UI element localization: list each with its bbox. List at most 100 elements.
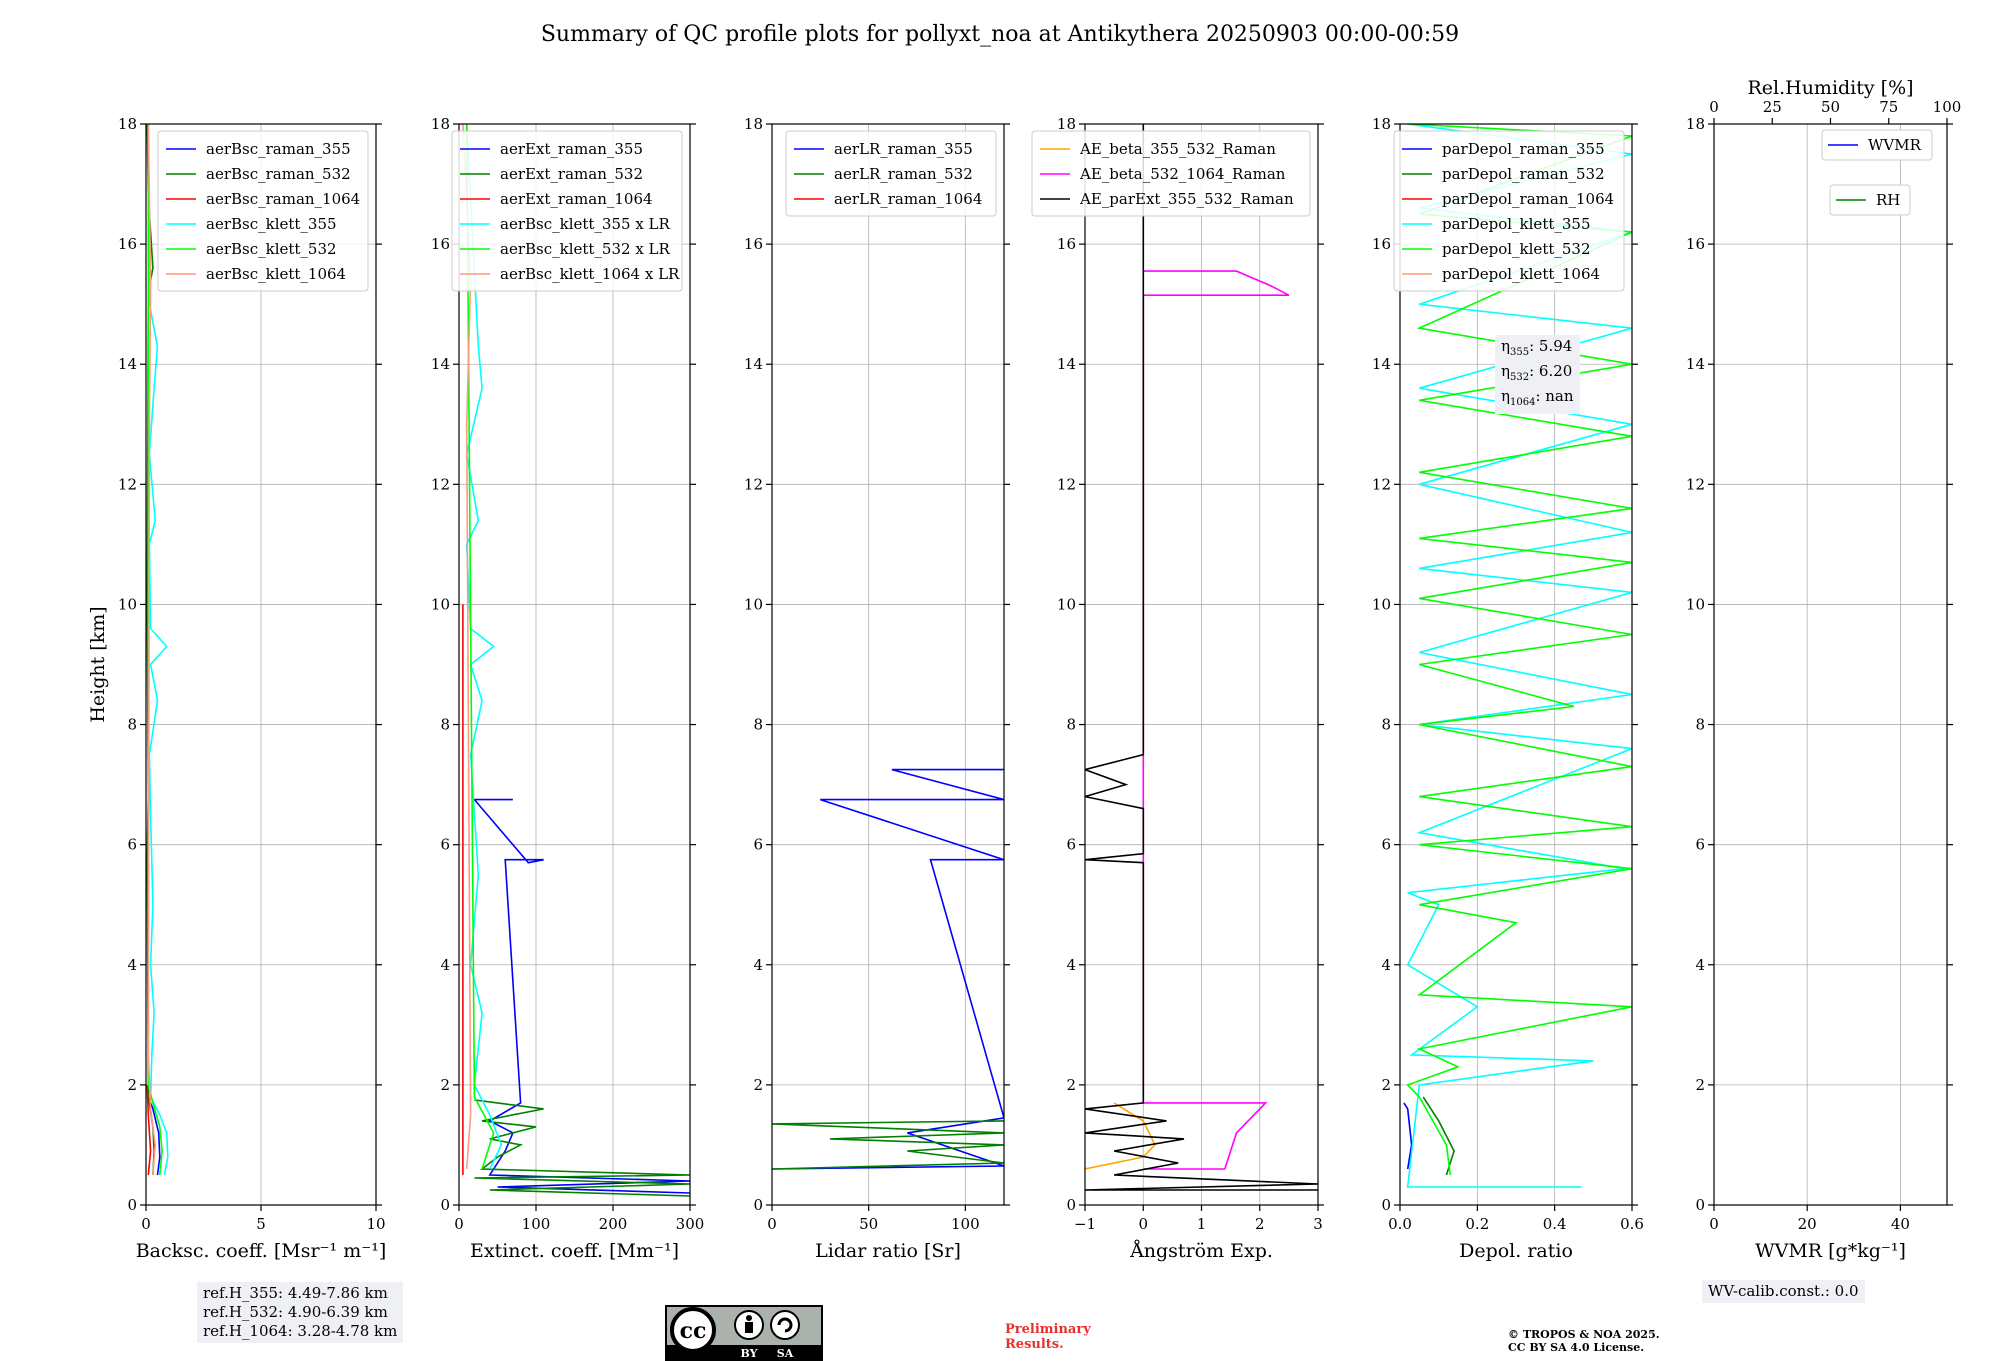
y-axis-label: Height [km] <box>87 606 109 722</box>
x-tick-label: 0.6 <box>1620 1215 1644 1233</box>
legend-label: aerLR_raman_532 <box>834 165 973 183</box>
x2-axis-label: Rel.Humidity [%] <box>1747 77 1913 99</box>
legend-label: aerBsc_klett_1064 x LR <box>500 265 680 283</box>
x-tick-label: 50 <box>859 1215 878 1233</box>
legend-label: aerBsc_raman_532 <box>206 165 351 183</box>
copyright-note: © TROPOS & NOA 2025. CC BY SA 4.0 Licens… <box>1508 1328 1660 1354</box>
legend-label: parDepol_raman_532 <box>1442 165 1605 183</box>
x-tick-label: 100 <box>522 1215 551 1233</box>
y-tick-label: 18 <box>1372 115 1391 133</box>
y-tick-label: 6 <box>440 836 450 854</box>
x-tick-label: 0.4 <box>1543 1215 1567 1233</box>
legend-label: aerExt_raman_355 <box>500 140 643 158</box>
x2-tick-label: 0 <box>1709 98 1719 116</box>
x-tick-label: 2 <box>1255 1215 1265 1233</box>
cc-by-sa-logo: cc BY SA <box>665 1305 823 1361</box>
cc-logo-by: BY <box>741 1347 758 1360</box>
y-tick-label: 16 <box>1372 235 1391 253</box>
panel-backscatter: 0 2 4 6 8 10 12 14 16 18 0 5 10 Backsc. coeff. [Msr⁻¹… <box>87 115 386 1262</box>
preliminary-note: Preliminary Results. <box>1005 1322 1091 1352</box>
x-tick-label: −1 <box>1074 1215 1096 1233</box>
legend-label: WVMR <box>1868 136 1922 154</box>
x-axis-label: Backsc. coeff. [Msr⁻¹ m⁻¹] <box>136 1240 387 1262</box>
y-tick-label: 14 <box>744 355 763 373</box>
y-tick-label: 8 <box>753 716 763 734</box>
y-tick-label: 16 <box>1686 235 1705 253</box>
wv-calib-box: WV-calib.const.: 0.0 <box>1702 1280 1865 1303</box>
axes-frame <box>1713 123 1948 1206</box>
legend-label: parDepol_raman_355 <box>1442 140 1605 158</box>
legend-box <box>157 130 369 292</box>
y-tick-label: 6 <box>1066 836 1076 854</box>
y-tick-label: 2 <box>1381 1076 1391 1094</box>
axes-frame <box>1399 123 1633 1206</box>
series-line-parDepol_raman_355 <box>1403 1102 1413 1170</box>
x-tick-label: 300 <box>676 1215 705 1233</box>
series-line-aerLR_raman_532 <box>772 1120 1004 1170</box>
legend-label: AE_beta_355_532_Raman <box>1079 140 1276 158</box>
y-tick-label: 4 <box>440 956 450 974</box>
legend-label: parDepol_klett_355 <box>1442 215 1591 233</box>
series-line-aerExt_raman_532 <box>474 1099 690 1197</box>
y-tick-label: 14 <box>1372 355 1391 373</box>
x-axis-label: Depol. ratio <box>1459 1240 1573 1262</box>
series-line-parDepol_klett_532 <box>1406 124 1632 1176</box>
y-tick-label: 18 <box>118 115 137 133</box>
y-tick-label: 4 <box>127 956 137 974</box>
legend-label: AE_parExt_355_532_Raman <box>1079 190 1294 208</box>
y-tick-label: 4 <box>1381 956 1391 974</box>
y-tick-label: 14 <box>431 355 450 373</box>
y-tick-label: 2 <box>440 1076 450 1094</box>
legend-label: aerLR_raman_1064 <box>834 190 982 208</box>
y-tick-label: 2 <box>1695 1076 1705 1094</box>
legend-label: aerExt_raman_1064 <box>500 190 653 208</box>
legend-box <box>1393 130 1625 292</box>
legend-label: aerBsc_klett_532 <box>206 240 337 258</box>
y-tick-label: 18 <box>431 115 450 133</box>
series-line-aerBsc_raman_1064 <box>146 1084 152 1176</box>
y-tick-label: 0 <box>127 1196 137 1214</box>
legend-label: parDepol_klett_532 <box>1442 240 1591 258</box>
eta-532: η532: 6.20 <box>1501 362 1573 383</box>
y-tick-label: 2 <box>127 1076 137 1094</box>
legend-label: aerBsc_klett_355 <box>206 215 337 233</box>
legend-label: aerLR_raman_355 <box>834 140 973 158</box>
eta-1064: η1064: nan <box>1501 387 1574 408</box>
y-tick-label: 2 <box>753 1076 763 1094</box>
y-tick-label: 12 <box>1057 475 1076 493</box>
cc-logo-letters: cc <box>680 1318 707 1344</box>
y-tick-label: 16 <box>118 235 137 253</box>
x2-tick-label: 75 <box>1879 98 1898 116</box>
panel-depol: 0 2 4 6 8 10 12 14 16 18 0.0 0.2 0.4 0.6 Depol. ratio p… <box>1372 115 1644 1262</box>
y-tick-label: 14 <box>1686 355 1705 373</box>
series-line-aerBsc_klett_355 <box>147 124 169 1176</box>
y-tick-label: 12 <box>118 475 137 493</box>
y-tick-label: 8 <box>440 716 450 734</box>
y-tick-label: 16 <box>744 235 763 253</box>
x-tick-label: 0 <box>1709 1215 1719 1233</box>
series-line-aerBsc_raman_355 <box>147 1096 161 1176</box>
legend-label: aerBsc_raman_1064 <box>206 190 360 208</box>
wv-calib-text: WV-calib.const.: 0.0 <box>1708 1282 1859 1300</box>
legend-label: aerBsc_klett_532 x LR <box>500 240 671 258</box>
x-axis-label: Ångström Exp. <box>1129 1240 1273 1262</box>
x-tick-label: 10 <box>366 1215 385 1233</box>
x-axis-label: WVMR [g*kg⁻¹] <box>1755 1240 1906 1262</box>
y-tick-label: 8 <box>1381 716 1391 734</box>
y-tick-label: 14 <box>118 355 137 373</box>
y-tick-label: 4 <box>1066 956 1076 974</box>
y-tick-label: 0 <box>753 1196 763 1214</box>
y-tick-label: 10 <box>1686 595 1705 613</box>
y-tick-label: 12 <box>744 475 763 493</box>
x-tick-label: 0 <box>767 1215 777 1233</box>
y-tick-label: 18 <box>1057 115 1076 133</box>
x2-tick-label: 25 <box>1763 98 1782 116</box>
series-line-parDepol_klett_355 <box>1406 124 1632 1188</box>
legend-box <box>1829 184 1911 216</box>
y-tick-label: 16 <box>431 235 450 253</box>
x-axis-label: Lidar ratio [Sr] <box>815 1240 961 1262</box>
series-line-aerExt_raman_355 <box>472 798 690 1194</box>
series-line-AE_beta_355_532_Raman <box>1085 1102 1156 1170</box>
